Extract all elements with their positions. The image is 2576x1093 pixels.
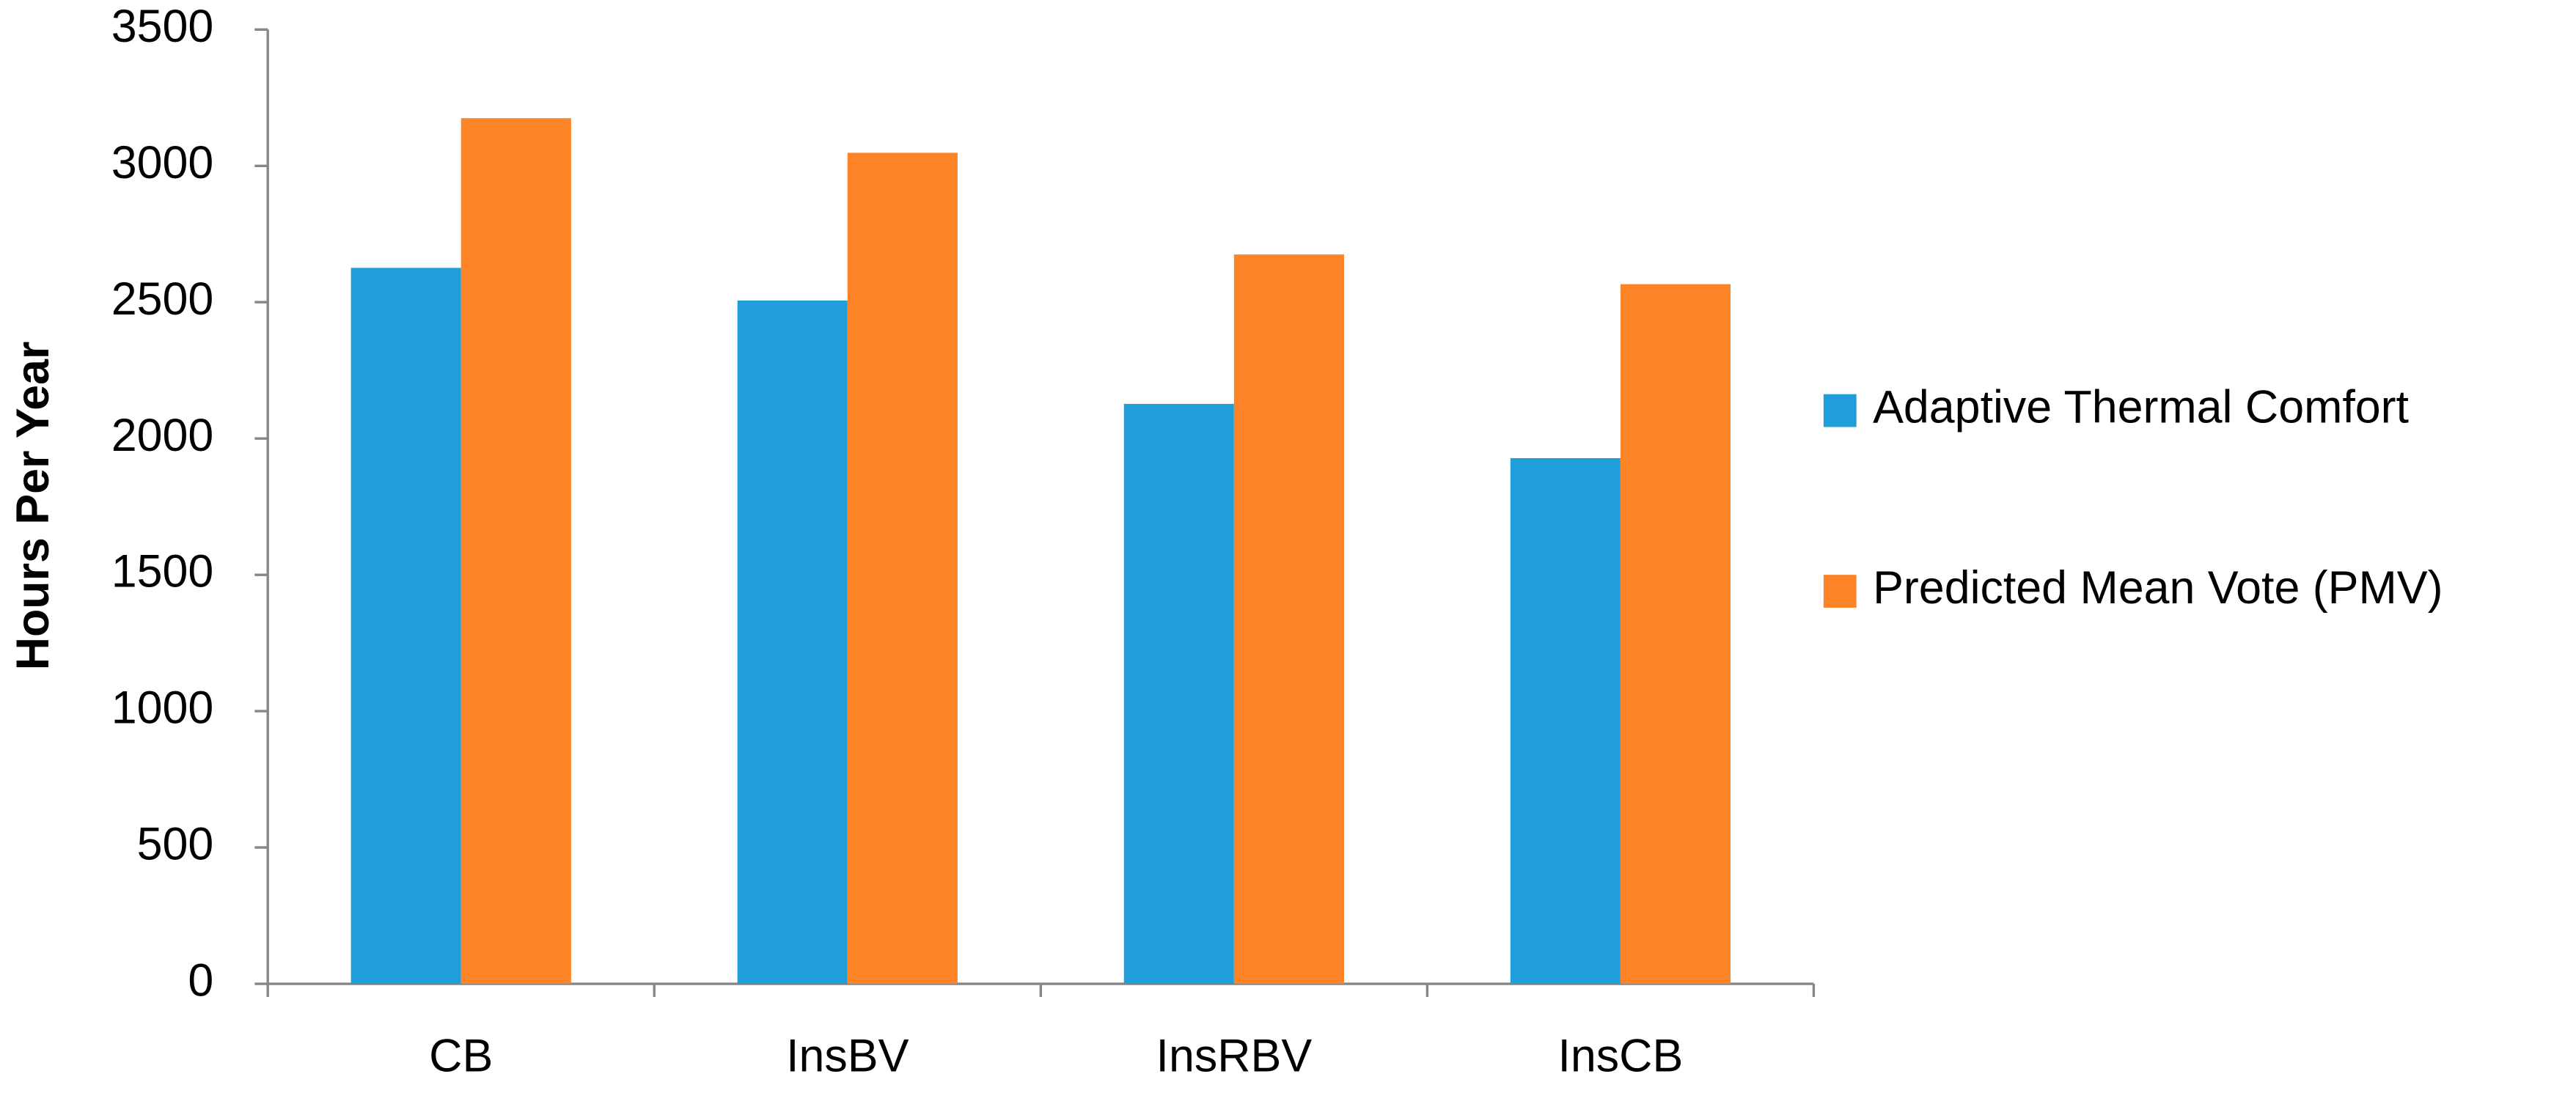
x-tick-label: InsRBV — [1156, 1031, 1313, 1082]
bar — [1510, 457, 1621, 985]
legend-label: Adaptive Thermal Comfort — [1873, 382, 2409, 433]
bar — [1233, 254, 1344, 985]
y-tick-label: 0 — [188, 955, 213, 1006]
y-tick-label: 1000 — [111, 682, 214, 734]
bar — [737, 301, 848, 985]
y-tick-label: 2500 — [111, 273, 214, 325]
bar — [351, 268, 461, 985]
legend-swatch — [1823, 575, 1857, 608]
legend-swatch — [1823, 394, 1857, 427]
bar — [1620, 284, 1731, 985]
bar — [847, 152, 958, 985]
y-tick-label: 3000 — [111, 137, 214, 188]
y-axis-label: Hours Per Year — [7, 342, 59, 671]
y-tick-label: 3500 — [111, 1, 214, 52]
legend-label: Predicted Mean Vote (PMV) — [1873, 562, 2443, 614]
x-tick-label: InsBV — [786, 1031, 909, 1082]
bar — [1123, 403, 1234, 985]
y-tick-label: 2000 — [111, 410, 214, 461]
y-tick-label: 1500 — [111, 546, 214, 597]
x-tick-label: InsCB — [1558, 1031, 1684, 1082]
y-tick-label: 500 — [137, 819, 214, 870]
x-tick-label: CB — [429, 1031, 493, 1082]
bar — [460, 118, 571, 985]
